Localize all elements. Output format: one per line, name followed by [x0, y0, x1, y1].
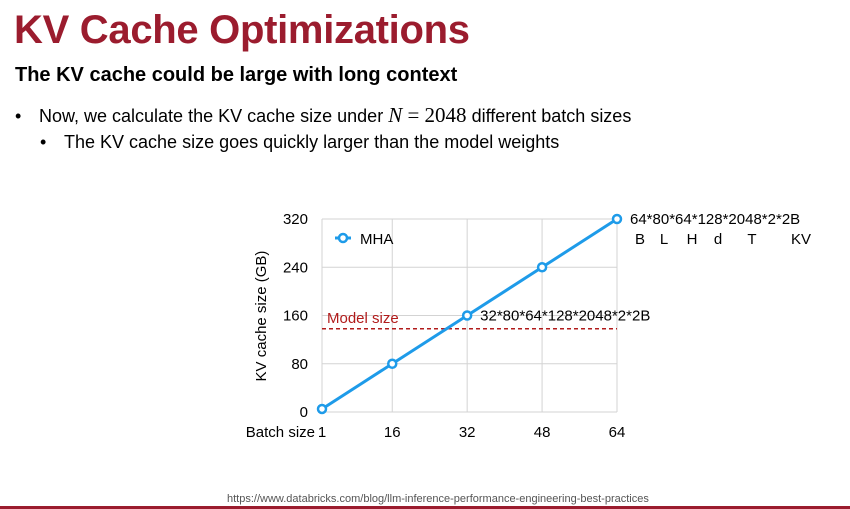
bullet-dot: • [40, 132, 47, 152]
formula-term-label: B [635, 231, 645, 248]
bullet-batch-sizes: • Now, we calculate the KV cache size und… [15, 103, 631, 128]
y-axis-label: KV cache size (GB) [253, 251, 270, 382]
data-point [461, 310, 473, 321]
bullet1-math: N = 2048 [388, 103, 466, 127]
slide-title: KV Cache Optimizations [14, 8, 470, 52]
formula-term-label: L [660, 231, 668, 248]
point-annotation: 32*80*64*128*2048*2*2B [480, 308, 650, 325]
x-axis-label: Batch size [246, 424, 315, 441]
source-link[interactable]: https://www.databricks.com/blog/llm-infe… [227, 493, 649, 505]
data-point [386, 358, 398, 369]
x-tick-label: 48 [534, 424, 551, 441]
x-tick-label: 32 [459, 424, 476, 441]
bullet1-text-before: Now, we calculate the KV cache size unde… [39, 106, 389, 126]
data-point [611, 213, 623, 225]
y-tick-label: 80 [291, 356, 308, 373]
model-size-label: Model size [327, 310, 399, 327]
formula-term-label: d [714, 231, 722, 248]
y-tick-label: 160 [283, 308, 308, 325]
math-eq: = 2048 [402, 103, 467, 127]
bullet-kv-larger: • The KV cache size goes quickly larger t… [40, 132, 559, 153]
legend-label: MHA [360, 231, 393, 248]
formula-term-label: T [747, 231, 756, 248]
bullet-dot: • [15, 106, 22, 126]
point-annotation: 64*80*64*128*2048*2*2B [630, 211, 800, 228]
data-point [536, 262, 548, 273]
legend-swatch-marker [337, 232, 349, 244]
formula-term-label: KV [791, 231, 811, 248]
y-tick-label: 0 [300, 404, 308, 421]
data-point [316, 403, 328, 415]
y-tick-label: 320 [283, 211, 308, 228]
x-tick-label: 16 [384, 424, 401, 441]
bullet2-text: The KV cache size goes quickly larger th… [64, 132, 560, 152]
slide-subtitle: The KV cache could be large with long co… [15, 64, 458, 86]
bottom-rule [0, 506, 850, 509]
x-tick-label: 1 [318, 424, 326, 441]
bullet1-text-after: different batch sizes [466, 106, 632, 126]
y-tick-label: 240 [283, 259, 308, 276]
math-var: N [388, 103, 403, 127]
formula-term-label: H [687, 231, 698, 248]
x-tick-label: 64 [609, 424, 626, 441]
